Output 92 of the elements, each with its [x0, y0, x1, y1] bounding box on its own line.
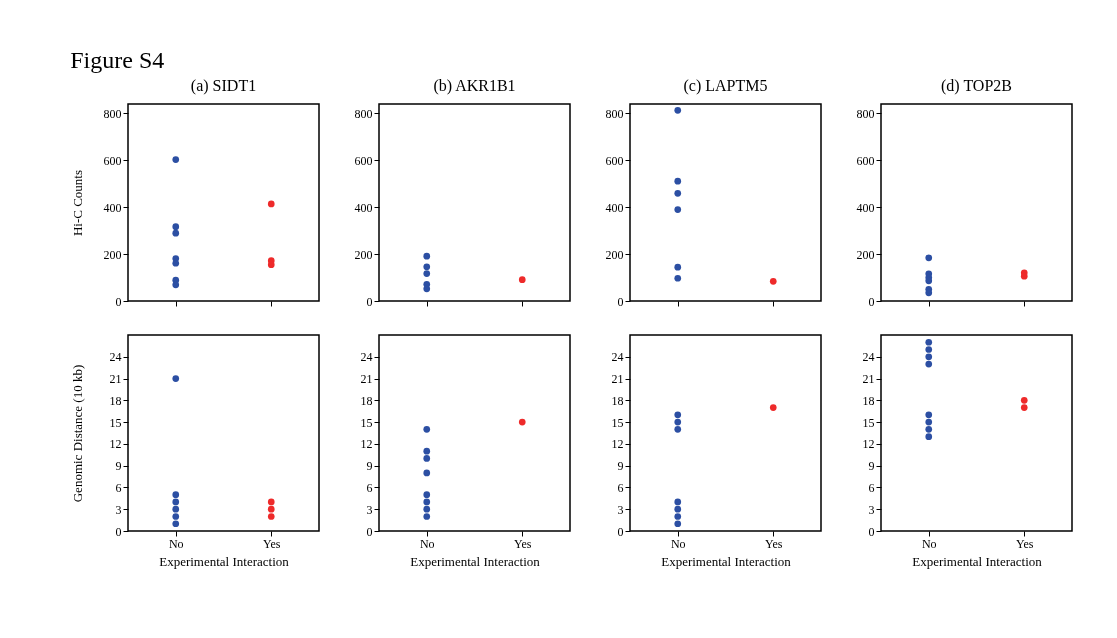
y-tick-label: 600 [354, 153, 373, 168]
y-tick-label: 800 [856, 106, 875, 121]
y-tick-label: 200 [856, 247, 875, 262]
x-tick-label: No [419, 536, 435, 551]
y-tick-label: 24 [862, 350, 875, 365]
x-axis-title: Experimental Interaction [912, 553, 1043, 569]
y-tick-label: 0 [868, 294, 875, 309]
y-tick-label: 12 [611, 437, 624, 452]
point [172, 156, 180, 163]
y-tick-label: 3 [617, 502, 624, 517]
y-tick-label: 15 [360, 415, 373, 430]
point [674, 177, 682, 185]
y-tick-label: 0 [617, 294, 624, 309]
x-tick-label: Yes [263, 536, 281, 551]
chart-title: (d) TOP2B [941, 77, 1012, 95]
y-tick-label: 15 [611, 415, 624, 430]
y-tick-label: 6 [115, 480, 122, 495]
point [423, 263, 431, 271]
y-tick-label: 21 [611, 372, 624, 387]
caption: Figure S4 [70, 47, 165, 74]
y-tick-label: 6 [617, 480, 624, 495]
y-tick-label: 3 [366, 502, 373, 517]
y-axis-title: Genomic Distance (10 kb) [69, 364, 85, 503]
point [674, 106, 682, 114]
x-tick-label: Yes [1016, 536, 1034, 551]
y-tick-label: 800 [103, 106, 122, 121]
point [172, 223, 180, 230]
y-tick-label: 400 [103, 200, 122, 215]
x-tick-label: Yes [514, 536, 532, 551]
y-axis-title: Hi-C Counts [69, 169, 85, 237]
y-tick-label: 18 [360, 393, 373, 408]
point [925, 254, 933, 262]
chart-title: (a) SIDT1 [190, 77, 257, 95]
y-tick-label: 24 [611, 350, 624, 365]
y-tick-label: 21 [862, 372, 875, 387]
y-tick-label: 6 [366, 480, 373, 495]
x-tick-label: No [670, 536, 686, 551]
y-tick-label: 15 [109, 415, 122, 430]
point [674, 206, 682, 213]
y-tick-label: 18 [611, 393, 624, 408]
y-tick-label: 15 [862, 415, 875, 430]
y-tick-label: 400 [856, 200, 875, 215]
y-tick-label: 24 [109, 350, 122, 365]
point [172, 229, 180, 237]
y-tick-label: 0 [115, 524, 122, 539]
y-tick-label: 800 [605, 106, 624, 121]
point [925, 289, 933, 297]
y-tick-label: 21 [360, 372, 373, 387]
point [674, 263, 682, 271]
chart-title: (b) AKR1B1 [433, 77, 516, 95]
y-tick-label: 18 [862, 393, 875, 408]
y-tick-label: 0 [115, 294, 122, 309]
chart-title: (c) LAPTM5 [683, 77, 768, 95]
y-tick-label: 21 [109, 372, 122, 387]
y-tick-label: 200 [103, 247, 122, 262]
x-axis-title: Experimental Interaction [159, 553, 290, 569]
x-tick-label: No [921, 536, 937, 551]
y-tick-label: 12 [109, 437, 122, 452]
y-tick-label: 6 [868, 480, 875, 495]
y-tick-label: 9 [115, 459, 122, 474]
y-tick-label: 9 [366, 459, 373, 474]
y-tick-label: 12 [862, 437, 875, 452]
y-tick-label: 600 [856, 153, 875, 168]
x-tick-label: No [168, 536, 184, 551]
point [674, 274, 682, 282]
x-axis-title: Experimental Interaction [410, 553, 541, 569]
y-tick-label: 200 [354, 247, 373, 262]
y-tick-label: 3 [868, 502, 875, 517]
y-tick-label: 3 [115, 502, 122, 517]
x-axis-title: Experimental Interaction [661, 553, 792, 569]
y-tick-label: 0 [868, 524, 875, 539]
y-tick-label: 400 [605, 200, 624, 215]
y-tick-label: 600 [103, 153, 122, 168]
y-tick-label: 9 [617, 459, 624, 474]
y-tick-label: 400 [354, 200, 373, 215]
x-tick-label: Yes [765, 536, 783, 551]
y-tick-label: 0 [366, 524, 373, 539]
point [674, 190, 682, 197]
point [423, 285, 431, 293]
y-tick-label: 200 [605, 247, 624, 262]
point [172, 259, 180, 267]
point [172, 281, 180, 289]
y-tick-label: 0 [617, 524, 624, 539]
point [423, 252, 431, 260]
y-tick-label: 12 [360, 437, 373, 452]
y-tick-label: 600 [605, 153, 624, 168]
y-tick-label: 9 [868, 459, 875, 474]
y-tick-label: 24 [360, 350, 373, 365]
y-tick-label: 18 [109, 393, 122, 408]
y-tick-label: 800 [354, 106, 373, 121]
y-tick-label: 0 [366, 294, 373, 309]
point [423, 270, 431, 277]
